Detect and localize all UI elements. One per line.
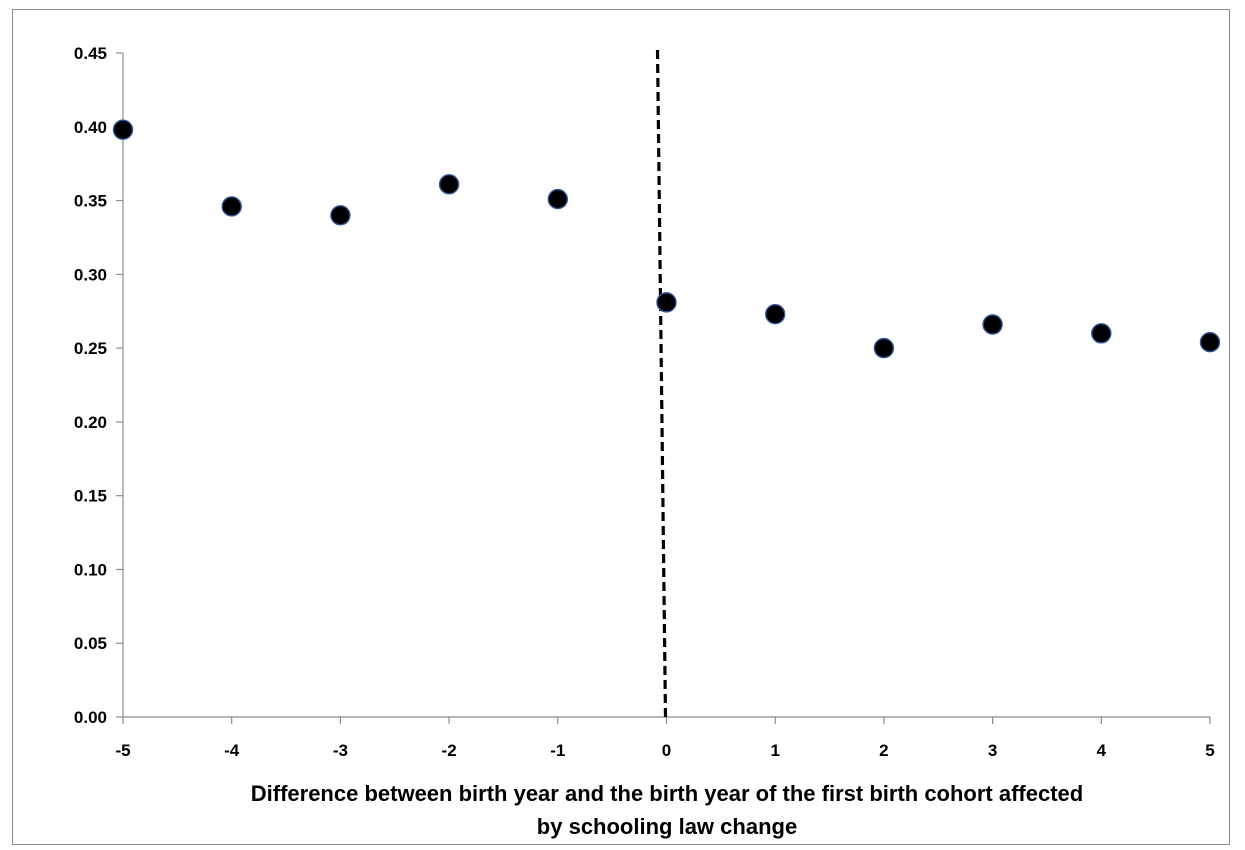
x-tick-label: -1 <box>550 741 565 760</box>
y-tick-label: 0.05 <box>74 634 107 653</box>
reference-line <box>655 49 668 718</box>
x-tick-label: 3 <box>988 741 997 760</box>
data-point <box>656 292 677 313</box>
data-point <box>982 314 1003 335</box>
data-point <box>330 205 351 226</box>
y-tick-label: 0.15 <box>74 487 107 506</box>
data-point <box>221 196 242 217</box>
data-point <box>1199 332 1221 353</box>
x-tick-label: 2 <box>879 741 888 760</box>
x-tick-label: -2 <box>442 741 457 760</box>
data-point <box>873 337 895 359</box>
x-tick-label: -4 <box>224 741 240 760</box>
y-tick-label: 0.20 <box>74 413 107 432</box>
reference-line-group <box>655 49 668 718</box>
x-tick-label: 0 <box>662 741 671 760</box>
y-tick-label: 0.10 <box>74 560 107 579</box>
data-points <box>112 119 1221 359</box>
y-tick-label: 0.45 <box>74 44 107 63</box>
chart-frame <box>12 9 1230 845</box>
data-point <box>1091 323 1112 344</box>
data-point <box>438 174 460 195</box>
x-tick-label: 4 <box>1097 741 1107 760</box>
y-tick-label: 0.25 <box>74 339 107 358</box>
y-tick-label: 0.30 <box>74 265 107 284</box>
y-tick-label: 0.35 <box>74 192 107 211</box>
x-axis-title-line-2: by schooling law change <box>537 814 797 839</box>
data-point <box>547 188 568 210</box>
x-tick-label: -3 <box>333 741 348 760</box>
y-tick-label: 0.00 <box>74 708 107 727</box>
x-axis-title-line-1: Difference between birth year and the bi… <box>251 781 1083 806</box>
x-axis: -5 -4 -3 -2 -1 0 1 2 3 4 5 <box>115 716 1215 760</box>
data-point <box>765 303 786 325</box>
x-tick-label: 5 <box>1205 741 1214 760</box>
data-point <box>112 119 134 140</box>
x-tick-label: -5 <box>115 741 130 760</box>
y-tick-label: 0.40 <box>74 118 107 137</box>
y-axis: 0.00 0.05 0.10 0.15 0.20 0.25 0.30 0.35 0.40 0.45 <box>74 44 124 727</box>
x-tick-label: 1 <box>770 741 779 760</box>
